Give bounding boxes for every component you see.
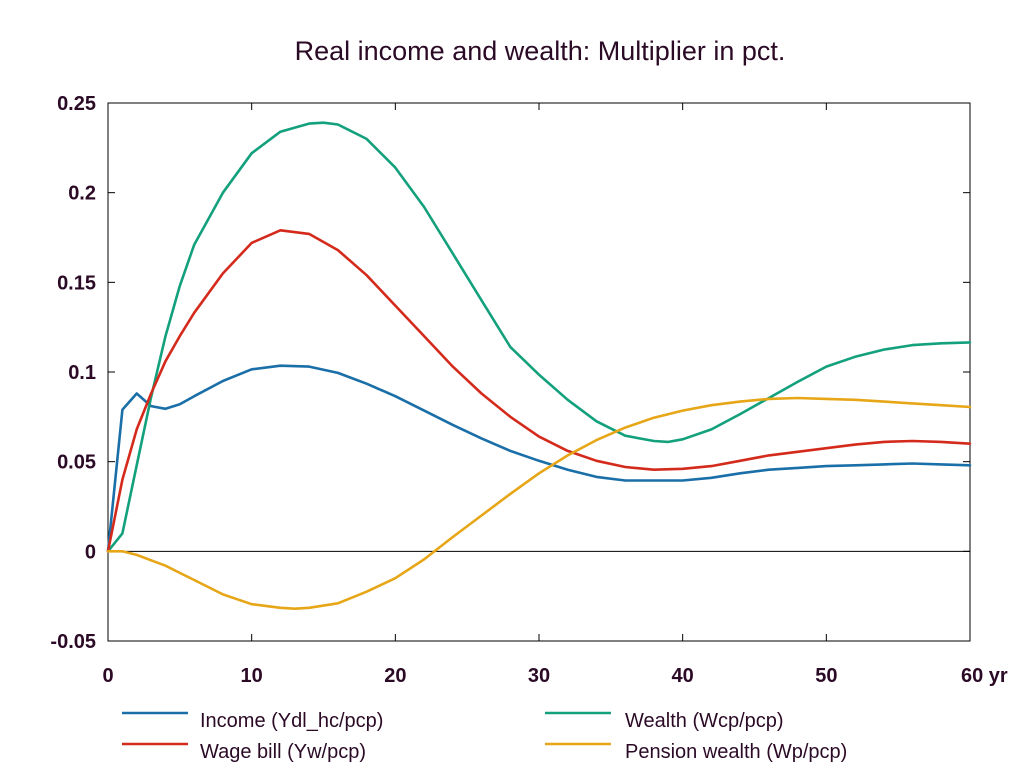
plot-frame: [107, 102, 971, 642]
x-tick-label-2: 20: [384, 665, 406, 687]
x-tick-label-6: 60 yr: [961, 665, 1008, 687]
x-tick-labels: 0 10 20 30 40 50 60 yr: [102, 665, 1007, 687]
axis-ticks: [107, 102, 971, 642]
legend-label-1: Wealth (Wcp/pcp): [625, 710, 784, 732]
x-tick-label-3: 30: [528, 665, 550, 687]
x-tick-label-0: 0: [102, 665, 113, 687]
x-tick-label-1: 10: [241, 665, 263, 687]
legend-label-0: Income (Ydl_hc/pcp): [200, 710, 383, 732]
series-line-1: [106, 121, 972, 553]
series-lines: [106, 121, 972, 611]
y-tick-label-5: 0.2: [68, 183, 96, 205]
y-tick-label-1: 0: [85, 541, 96, 563]
y-tick-labels: -0.05 0 0.05 0.1 0.15 0.2 0.25: [50, 93, 96, 653]
y-tick-label-4: 0.15: [57, 272, 96, 294]
legend-label-2: Wage bill (Yw/pcp): [200, 741, 366, 763]
chart-title: Real income and wealth: Multiplier in pc…: [295, 36, 786, 66]
x-tick-label-5: 50: [815, 665, 837, 687]
series-line-0: [106, 364, 972, 553]
series-line-2: [106, 229, 972, 553]
series-line-3: [106, 396, 972, 611]
legend: Income (Ydl_hc/pcp) Wealth (Wcp/pcp) Wage …: [122, 710, 847, 763]
x-tick-label-4: 40: [672, 665, 694, 687]
legend-label-3: Pension wealth (Wp/pcp): [625, 741, 847, 763]
y-tick-label-3: 0.1: [68, 362, 96, 384]
y-tick-label-0: -0.05: [50, 631, 96, 653]
y-tick-label-6: 0.25: [57, 93, 96, 115]
y-tick-label-2: 0.05: [57, 452, 96, 474]
